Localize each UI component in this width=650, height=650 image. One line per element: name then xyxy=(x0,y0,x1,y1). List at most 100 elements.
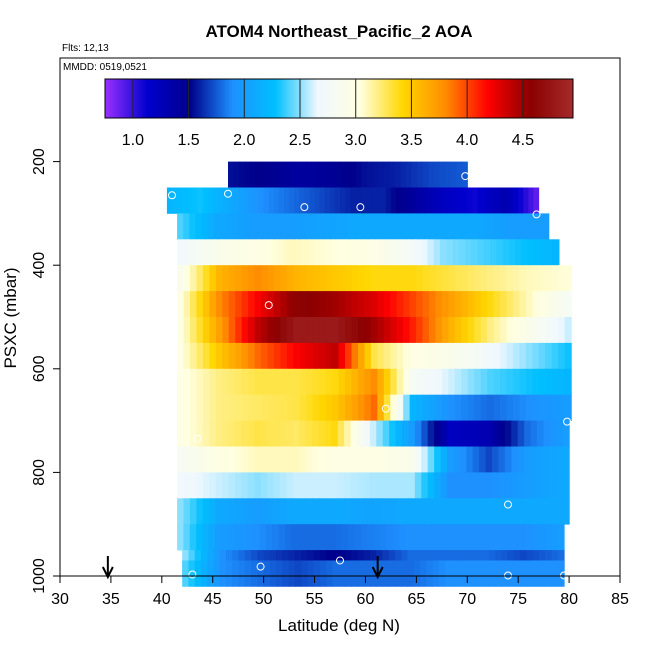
heatmap-cell xyxy=(345,317,353,344)
heatmap-cell xyxy=(306,265,314,292)
heatmap-cell xyxy=(409,265,417,292)
heatmap-cell xyxy=(448,317,456,344)
heatmap-cell xyxy=(426,213,434,240)
heatmap-cell xyxy=(329,524,337,551)
heatmap-cell xyxy=(248,187,255,214)
sample-point xyxy=(188,570,197,579)
heatmap-cell xyxy=(511,446,519,473)
heatmap-cell xyxy=(469,213,477,240)
heatmap-cell xyxy=(196,368,204,396)
heatmap-cell xyxy=(502,187,509,214)
heatmap-cell xyxy=(241,420,249,447)
heatmap-cell xyxy=(297,524,305,551)
x-tick-label: 75 xyxy=(509,591,527,608)
heatmap-cell xyxy=(278,187,285,214)
heatmap-cell xyxy=(312,472,320,499)
heatmap-cell xyxy=(228,472,236,499)
heatmap-cell xyxy=(459,446,467,473)
heatmap-cell xyxy=(351,560,359,587)
heatmap-cell xyxy=(482,560,490,587)
heatmap-cell xyxy=(498,472,506,499)
heatmap-cell xyxy=(286,472,294,499)
sample-point xyxy=(224,189,232,198)
heatmap-cell xyxy=(495,560,503,587)
heatmap-cell xyxy=(407,560,415,587)
heatmap-cell xyxy=(279,446,287,473)
heatmap-cell xyxy=(253,187,260,214)
heatmap-cell xyxy=(562,498,570,525)
heatmap-cell xyxy=(517,446,525,473)
heatmap-cell xyxy=(386,524,394,551)
heatmap-cell xyxy=(517,420,525,447)
heatmap-cell xyxy=(549,472,557,499)
x-tick-label: 30 xyxy=(51,591,69,608)
heatmap-cell xyxy=(256,213,263,240)
heatmap-cell xyxy=(254,368,262,396)
heatmap-cell xyxy=(377,368,385,396)
heatmap-cell xyxy=(228,161,235,188)
heatmap-cell xyxy=(254,498,262,525)
heatmap-cell xyxy=(506,524,514,551)
heatmap-cell xyxy=(202,446,210,473)
heatmap-cell xyxy=(183,317,191,344)
heatmap-cell xyxy=(267,420,275,447)
heatmap-cell xyxy=(546,239,554,266)
heatmap-cell xyxy=(344,560,352,587)
heatmap-cell xyxy=(350,498,358,525)
heatmap-cell xyxy=(272,161,279,188)
heatmap-cell xyxy=(280,342,288,370)
heatmap-cell xyxy=(202,524,210,551)
heatmap-cell xyxy=(228,498,236,525)
heatmap-cell xyxy=(524,472,532,499)
heatmap-cell xyxy=(273,342,282,370)
heatmap-cell xyxy=(498,446,506,473)
heatmap-cell xyxy=(434,498,442,525)
heatmap-cell xyxy=(318,446,326,473)
heatmap-cell xyxy=(364,291,372,318)
heatmap-cell xyxy=(558,291,566,318)
heatmap-cell xyxy=(422,368,430,396)
heatmap-cell xyxy=(194,560,202,587)
heatmap-cell xyxy=(543,498,551,525)
heatmap-cell xyxy=(363,420,371,447)
heatmap-cell xyxy=(239,239,247,266)
heatmap-cell xyxy=(480,368,488,396)
heatmap-cell xyxy=(215,368,223,396)
heatmap-cell xyxy=(363,498,371,525)
heatmap-cell xyxy=(314,239,322,266)
heatmap-cell xyxy=(545,560,553,587)
heatmap-cell xyxy=(370,368,378,396)
heatmap-cell xyxy=(261,161,268,188)
heatmap-cell xyxy=(435,317,443,344)
heatmap-cell xyxy=(189,420,197,447)
heatmap-cell xyxy=(545,342,553,370)
heatmap-cell xyxy=(296,239,303,266)
heatmap-cell xyxy=(457,187,463,214)
heatmap-cell xyxy=(369,446,377,473)
heatmap-cell xyxy=(532,368,540,396)
heatmap-cell xyxy=(225,560,233,587)
heatmap-cell xyxy=(305,498,313,525)
heatmap-cell xyxy=(183,524,191,551)
heatmap-cell xyxy=(354,524,362,551)
heatmap-cell xyxy=(481,524,489,551)
heatmap-cell xyxy=(278,161,285,188)
heatmap-cell xyxy=(263,560,271,587)
heatmap-cell xyxy=(454,342,462,370)
heatmap-cell xyxy=(461,161,468,188)
heatmap-cell xyxy=(322,524,330,551)
heatmap-cell xyxy=(202,394,210,421)
heatmap-cell xyxy=(401,187,407,214)
heatmap-cell xyxy=(461,342,469,370)
heatmap-cell xyxy=(513,524,521,551)
heatmap-cell xyxy=(196,317,204,344)
heatmap-cell xyxy=(530,213,538,240)
heatmap-cell xyxy=(477,187,484,214)
heatmap-cell xyxy=(416,368,424,396)
heatmap-cell xyxy=(344,498,352,525)
heatmap-cell xyxy=(333,161,340,188)
heatmap-cell xyxy=(474,368,482,396)
heatmap-cell xyxy=(519,342,527,370)
heatmap-cell xyxy=(183,446,191,473)
heatmap-cell xyxy=(272,524,280,551)
